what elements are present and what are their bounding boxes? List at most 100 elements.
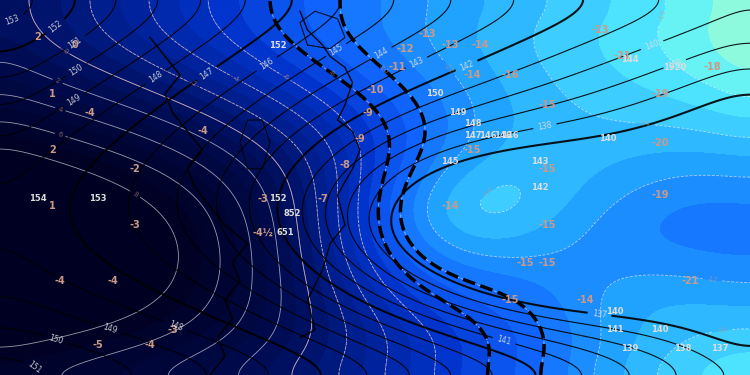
Text: -16: -16 [658,9,667,21]
Text: 144: 144 [373,46,390,61]
Text: 139: 139 [667,57,683,70]
Text: 4: 4 [58,106,63,113]
Text: 148: 148 [464,119,482,128]
Text: -14: -14 [716,327,728,334]
Text: -4: -4 [55,276,65,286]
Text: 150: 150 [47,333,64,346]
Text: -9: -9 [355,134,365,144]
Text: 142: 142 [458,58,475,72]
Text: 145: 145 [328,42,345,58]
Text: -18: -18 [704,63,722,72]
Text: 147: 147 [198,66,215,81]
Text: 138: 138 [674,344,692,353]
Text: -14: -14 [441,201,459,211]
Text: -12: -12 [443,62,455,74]
Text: -21: -21 [681,276,699,286]
Text: 153: 153 [88,194,106,203]
Text: 143: 143 [408,55,425,70]
Text: -3: -3 [257,194,268,204]
Text: 154: 154 [28,194,46,203]
Text: 151: 151 [67,35,84,50]
Text: 149: 149 [448,108,466,117]
Text: 1920: 1920 [663,63,687,72]
Text: -10: -10 [377,63,390,76]
Text: -15: -15 [501,295,519,305]
Text: -13: -13 [591,25,609,35]
Text: 137: 137 [592,309,608,320]
Text: 1: 1 [50,89,56,99]
Text: -20: -20 [651,138,669,147]
Text: 2: 2 [55,78,61,85]
Text: -8: -8 [340,160,350,170]
Text: 143: 143 [531,157,549,166]
Text: -14: -14 [482,186,494,198]
Text: -14: -14 [576,295,594,305]
Text: 149: 149 [66,92,83,108]
Text: -4: -4 [85,108,95,117]
Text: 152: 152 [268,194,286,203]
Text: 6: 6 [57,131,63,138]
Text: 148: 148 [167,320,184,333]
Text: -2: -2 [189,80,197,88]
Text: -12: -12 [706,276,718,284]
Text: 852: 852 [284,209,302,218]
Text: 146: 146 [501,130,519,140]
Text: 651: 651 [276,228,294,237]
Text: -4: -4 [107,276,118,286]
Text: 8: 8 [132,190,139,198]
Text: 0: 0 [72,40,78,50]
Text: -6: -6 [281,73,290,82]
Text: 148: 148 [147,69,164,85]
Text: -16: -16 [501,70,519,80]
Text: -4: -4 [145,340,155,350]
Text: -13: -13 [419,29,436,39]
Text: 146: 146 [258,56,275,72]
Text: -19: -19 [651,89,669,99]
Text: 137: 137 [711,344,729,353]
Text: -7: -7 [317,194,328,204]
Text: 140: 140 [598,134,616,143]
Text: 150: 150 [426,89,444,98]
Text: -4: -4 [231,74,240,82]
Text: -19: -19 [651,190,669,200]
Text: 139: 139 [621,344,639,353]
Text: -3: -3 [130,220,140,230]
Text: 145: 145 [441,157,459,166]
Text: -12: -12 [396,44,414,54]
Text: 152: 152 [268,40,286,50]
Text: -15: -15 [538,100,556,110]
Text: 146: 146 [478,130,496,140]
Text: -15: -15 [538,258,556,267]
Text: -9: -9 [362,108,373,117]
Text: -3: -3 [167,325,178,335]
Text: -15: -15 [464,145,482,155]
Text: 140: 140 [651,326,669,334]
Text: 2: 2 [34,33,40,42]
Text: 149: 149 [102,322,118,336]
Text: 138: 138 [537,120,553,132]
Text: 147: 147 [464,130,482,140]
Text: -14: -14 [471,40,489,50]
Text: -5: -5 [92,340,103,350]
Text: 142: 142 [531,183,549,192]
Text: 2: 2 [50,145,56,155]
Text: -13: -13 [441,40,459,50]
Text: -21: -21 [614,51,632,61]
Text: -15: -15 [516,258,534,267]
Text: 1: 1 [50,201,56,211]
Text: 150: 150 [68,62,85,77]
Text: 146: 146 [494,130,512,140]
Text: 140: 140 [606,307,624,316]
Text: 144: 144 [621,56,639,64]
Text: 140: 140 [644,38,661,52]
Text: -4: -4 [197,126,208,136]
Text: -11: -11 [388,63,406,72]
Text: 0: 0 [62,47,69,55]
Text: -10: -10 [366,85,384,95]
Text: -4½: -4½ [252,228,273,237]
Text: -8: -8 [328,69,337,78]
Text: -2: -2 [130,164,140,174]
Text: -14: -14 [464,70,482,80]
Text: 153: 153 [4,14,21,27]
Text: 141: 141 [496,334,512,347]
